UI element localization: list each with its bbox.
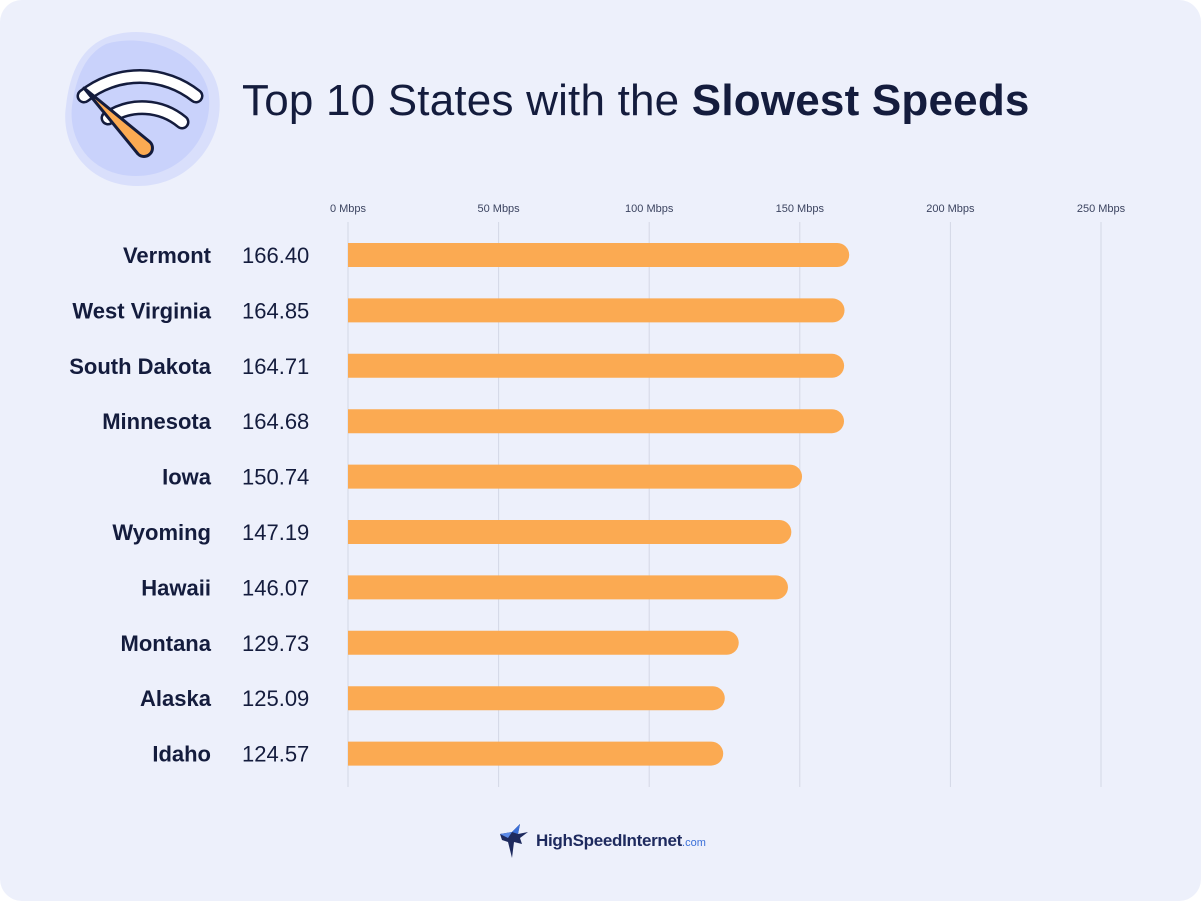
data-label: 164.85 bbox=[242, 298, 309, 323]
bar bbox=[348, 409, 845, 434]
data-label: 124.57 bbox=[242, 742, 309, 767]
title-light: Top 10 States with the bbox=[242, 76, 680, 125]
category-label: Iowa bbox=[162, 465, 212, 490]
x-tick-label: 50 Mbps bbox=[477, 203, 520, 215]
data-label: 150.74 bbox=[242, 465, 309, 490]
category-label: Alaska bbox=[140, 686, 212, 711]
category-label: Vermont bbox=[123, 243, 212, 268]
x-tick-label: 100 Mbps bbox=[625, 203, 674, 215]
bar bbox=[348, 298, 845, 323]
bar bbox=[348, 741, 724, 766]
x-tick-label: 250 Mbps bbox=[1077, 203, 1126, 215]
brand-name: HighSpeedInternet bbox=[536, 831, 683, 850]
data-label: 166.40 bbox=[242, 243, 309, 268]
page-title: Top 10 States with the Slowest Speeds bbox=[242, 76, 1030, 126]
x-tick-label: 150 Mbps bbox=[776, 203, 825, 215]
category-label: West Virginia bbox=[72, 298, 211, 323]
x-tick-label: 200 Mbps bbox=[926, 203, 975, 215]
x-tick-label: 0 Mbps bbox=[330, 203, 367, 215]
brand-domain: .com bbox=[682, 837, 706, 849]
bar bbox=[348, 243, 850, 267]
title-bold: Slowest Speeds bbox=[691, 76, 1030, 125]
category-label: Montana bbox=[121, 631, 212, 656]
bar bbox=[348, 464, 803, 489]
data-label: 129.73 bbox=[242, 631, 309, 656]
bar bbox=[348, 686, 725, 711]
data-label: 147.19 bbox=[242, 520, 309, 545]
data-label: 146.07 bbox=[242, 575, 309, 600]
bar bbox=[348, 353, 845, 378]
category-label: South Dakota bbox=[69, 354, 212, 379]
category-label: Hawaii bbox=[141, 575, 211, 600]
hummingbird-icon bbox=[500, 824, 528, 858]
bar bbox=[348, 630, 739, 655]
category-label: Idaho bbox=[152, 742, 211, 767]
footer-logo: HighSpeedInternet .com bbox=[498, 822, 706, 860]
category-label: Wyoming bbox=[112, 520, 211, 545]
bar bbox=[348, 520, 792, 544]
bar bbox=[348, 575, 788, 600]
category-label: Minnesota bbox=[102, 409, 212, 434]
speedometer-wifi-icon bbox=[65, 31, 220, 186]
data-label: 125.09 bbox=[242, 686, 309, 711]
data-label: 164.71 bbox=[242, 354, 309, 379]
data-label: 164.68 bbox=[242, 409, 309, 434]
